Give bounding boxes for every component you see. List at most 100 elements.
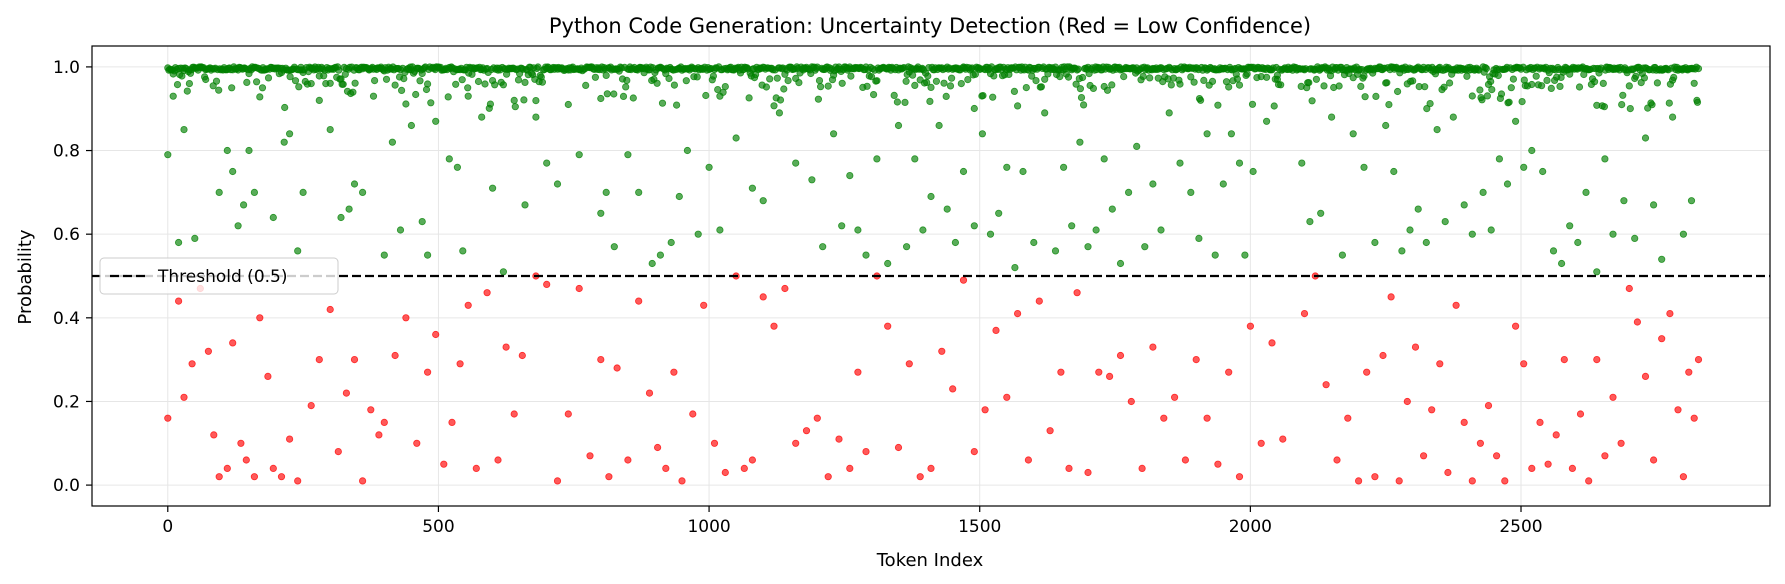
- high-confidence-point: [1243, 70, 1251, 78]
- high-confidence-point: [1505, 98, 1513, 106]
- low-confidence-point: [1160, 414, 1168, 422]
- high-confidence-point: [1390, 167, 1398, 176]
- low-confidence-point: [188, 360, 196, 368]
- high-confidence-point: [427, 99, 435, 107]
- high-confidence-point: [1512, 117, 1520, 125]
- y-tick-label: 0.4: [53, 309, 80, 329]
- low-confidence-point: [770, 322, 778, 330]
- high-confidence-point: [520, 96, 528, 104]
- high-confidence-point: [1187, 188, 1195, 196]
- high-confidence-point: [1241, 251, 1249, 259]
- high-confidence-point: [1248, 100, 1257, 108]
- high-confidence-point: [1190, 78, 1198, 86]
- high-confidence-point: [291, 77, 300, 85]
- high-confidence-point: [1139, 72, 1147, 81]
- low-confidence-point: [1685, 368, 1693, 376]
- low-confidence-point: [854, 368, 862, 376]
- low-confidence-point: [1520, 360, 1528, 368]
- high-confidence-point: [854, 226, 862, 234]
- high-confidence-point: [474, 77, 483, 86]
- high-confidence-point: [846, 172, 854, 180]
- high-confidence-point: [694, 230, 702, 238]
- high-confidence-point: [838, 79, 846, 87]
- high-confidence-point: [240, 201, 248, 209]
- high-confidence-point: [407, 121, 415, 130]
- high-confidence-point: [946, 82, 955, 90]
- low-confidence-point: [358, 477, 367, 485]
- low-confidence-point: [342, 389, 350, 397]
- high-confidence-point: [970, 104, 978, 113]
- low-confidence-point: [175, 297, 183, 305]
- high-confidence-point: [1219, 180, 1227, 188]
- high-confidence-point: [212, 77, 221, 85]
- high-confidence-point: [1665, 99, 1673, 107]
- high-confidence-point: [215, 188, 223, 196]
- low-confidence-point: [1679, 473, 1688, 481]
- high-confidence-point: [1421, 83, 1429, 91]
- high-confidence-point: [1072, 80, 1080, 88]
- high-confidence-point: [397, 86, 406, 95]
- high-confidence-point: [423, 80, 432, 88]
- low-confidence-point: [802, 427, 811, 435]
- high-confidence-point: [702, 91, 710, 100]
- high-confidence-point: [990, 72, 998, 80]
- high-confidence-point: [932, 77, 941, 85]
- high-confidence-point: [658, 99, 667, 107]
- low-confidence-point: [678, 477, 686, 485]
- high-confidence-point: [1520, 163, 1528, 171]
- high-confidence-point: [603, 90, 611, 98]
- x-tick-label: 1000: [687, 517, 730, 537]
- high-confidence-point: [432, 117, 440, 125]
- data-points: [164, 63, 1703, 485]
- high-confidence-point: [693, 73, 701, 81]
- low-confidence-point: [423, 368, 432, 376]
- high-confidence-point: [770, 102, 778, 110]
- high-confidence-point: [538, 78, 547, 86]
- high-confidence-point: [838, 222, 846, 230]
- high-confidence-point: [1394, 87, 1402, 96]
- high-confidence-point: [1317, 209, 1325, 217]
- low-confidence-point: [1344, 414, 1352, 422]
- high-confidence-point: [610, 90, 618, 98]
- low-confidence-point: [1192, 355, 1200, 364]
- high-confidence-point: [1335, 82, 1343, 90]
- high-confidence-point: [1591, 78, 1599, 86]
- high-confidence-point: [1653, 79, 1662, 87]
- high-confidence-point: [1406, 226, 1414, 234]
- low-confidence-point: [285, 435, 294, 443]
- low-confidence-point: [1484, 401, 1493, 410]
- high-confidence-point: [1051, 247, 1060, 255]
- low-confidence-point: [1095, 368, 1103, 376]
- high-confidence-point: [511, 103, 519, 111]
- low-confidence-point: [210, 431, 218, 439]
- high-confidence-point: [412, 90, 420, 99]
- high-confidence-point: [1409, 77, 1417, 85]
- low-confidence-point: [1536, 418, 1544, 426]
- high-confidence-point: [256, 93, 264, 101]
- y-tick-label: 1.0: [53, 58, 80, 78]
- low-confidence-point: [1576, 410, 1585, 418]
- high-confidence-point: [1076, 138, 1084, 146]
- high-confidence-point: [1620, 197, 1628, 205]
- low-confidence-point: [792, 439, 800, 447]
- low-confidence-point: [1528, 464, 1536, 472]
- legend-threshold-label: Threshold (0.5): [157, 267, 287, 287]
- high-confidence-point: [919, 226, 927, 234]
- high-confidence-point: [1176, 159, 1184, 167]
- high-confidence-point: [453, 163, 461, 171]
- low-confidence-point: [1436, 360, 1444, 368]
- high-confidence-point: [1149, 180, 1157, 188]
- high-confidence-point: [1640, 74, 1649, 82]
- high-confidence-point: [464, 84, 472, 92]
- high-confidence-point: [1549, 247, 1558, 255]
- low-confidence-point: [846, 464, 854, 472]
- high-confidence-point: [1468, 230, 1476, 238]
- high-confidence-point: [1211, 251, 1219, 259]
- high-confidence-point: [1483, 92, 1492, 100]
- low-confidence-point: [307, 401, 315, 410]
- high-confidence-point: [648, 259, 656, 268]
- high-confidence-point: [1338, 251, 1347, 259]
- high-confidence-point: [1509, 75, 1518, 83]
- high-confidence-point: [629, 94, 637, 102]
- high-confidence-point: [459, 247, 467, 255]
